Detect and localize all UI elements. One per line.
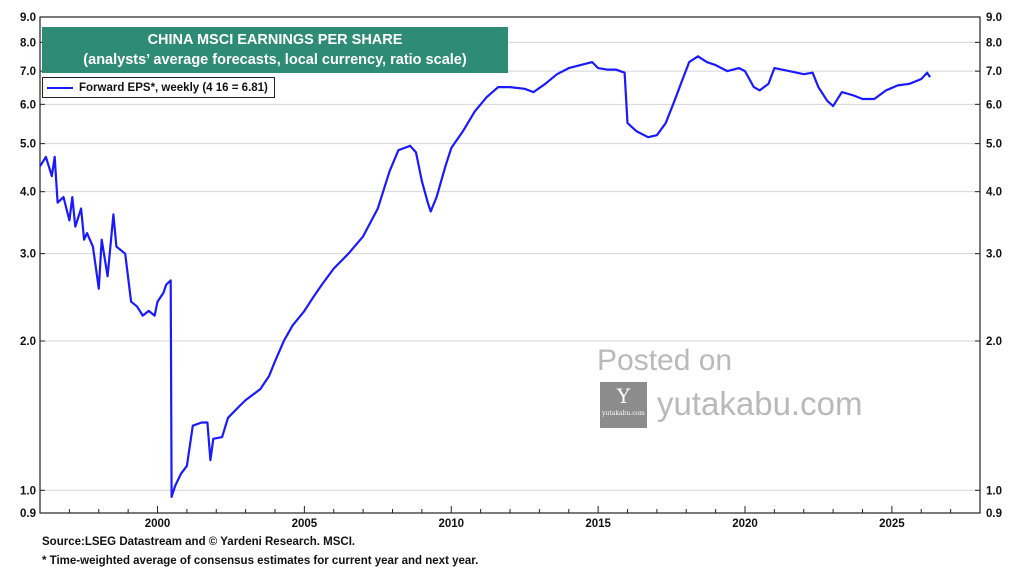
chart-title-box: CHINA MSCI EARNINGS PER SHARE (analysts’… — [42, 27, 508, 73]
chart-subtitle: (analysts’ average forecasts, local curr… — [83, 52, 467, 68]
y-tick-label-right: 2.0 — [986, 336, 1002, 348]
y-tick-label-right: 9.0 — [986, 12, 1002, 24]
y-axis-right: 0.9 1.0 2.0 3.0 4.0 5.0 6.0 7.0 8.0 9.0 — [975, 12, 1002, 520]
x-tick-label: 2000 — [145, 518, 171, 530]
watermark-site: yutakabu.com — [657, 385, 863, 422]
legend: Forward EPS*, weekly (4 16 = 6.81) — [42, 77, 275, 98]
y-tick-label-right: 1.0 — [986, 485, 1002, 497]
y-tick-label-right: 7.0 — [986, 66, 1002, 78]
y-axis-left: 0.9 1.0 2.0 3.0 4.0 5.0 6.0 7.0 8.0 9.0 — [20, 12, 45, 520]
y-tick-label-right: 0.9 — [986, 508, 1002, 520]
watermark-logo-text: yutakabu.com — [602, 410, 645, 417]
y-tick-label-left: 6.0 — [20, 99, 36, 111]
y-tick-label-right: 4.0 — [986, 187, 1002, 199]
x-tick-label: 2005 — [292, 518, 318, 530]
watermark-logo-letter: Y — [616, 384, 631, 408]
x-tick-label: 2015 — [585, 518, 611, 530]
series-line-forward-eps — [39, 55, 932, 498]
y-tick-label-left: 1.0 — [20, 485, 36, 497]
y-tick-label-left: 7.0 — [20, 66, 36, 78]
y-tick-label-left: 9.0 — [20, 12, 36, 24]
footnotes: Source:LSEG Datastream and © Yardeni Res… — [42, 533, 478, 571]
legend-swatch — [47, 86, 73, 89]
grid-lines — [40, 41, 980, 491]
y-tick-label-right: 3.0 — [986, 249, 1002, 261]
source-note: Source:LSEG Datastream and © Yardeni Res… — [42, 536, 356, 548]
watermark-logo: Y yutakabu.com — [600, 382, 647, 428]
x-tick-label: 2020 — [732, 518, 758, 530]
chart-title: CHINA MSCI EARNINGS PER SHARE — [147, 32, 403, 48]
y-tick-label-right: 8.0 — [986, 37, 1002, 49]
y-tick-label-right: 5.0 — [986, 139, 1002, 151]
legend-label: Forward EPS*, weekly (4 16 = 6.81) — [79, 81, 268, 94]
y-tick-label-left: 5.0 — [20, 139, 36, 151]
y-tick-label-left: 2.0 — [20, 336, 36, 348]
y-tick-label-left: 8.0 — [20, 37, 36, 49]
footnote: * Time-weighted average of consensus est… — [42, 555, 479, 567]
y-tick-label-left: 4.0 — [20, 187, 36, 199]
y-tick-label-left: 0.9 — [20, 508, 36, 520]
y-tick-label-right: 6.0 — [986, 99, 1002, 111]
y-tick-label-left: 3.0 — [20, 249, 36, 261]
x-axis: 2000 2005 2010 2015 2020 2025 — [39, 506, 981, 530]
watermark-posted-on: Posted on — [597, 344, 733, 377]
x-tick-label: 2010 — [438, 518, 464, 530]
x-tick-label: 2025 — [879, 518, 905, 530]
